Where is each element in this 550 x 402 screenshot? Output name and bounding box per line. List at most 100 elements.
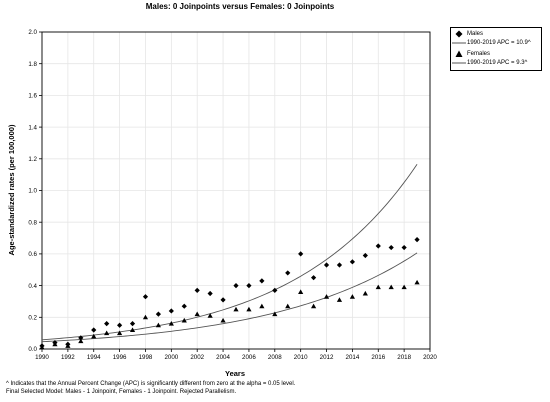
data-point-males [142, 294, 149, 300]
y-tick-label: 1.4 [28, 124, 37, 131]
triangle-marker-icon [451, 50, 467, 58]
legend-entry-males-trend: 1990-2019 APC = 10.9^ [451, 38, 541, 47]
diamond-marker-icon [451, 30, 467, 38]
legend: Males 1990-2019 APC = 10.9^ Females 1990… [450, 27, 542, 71]
x-tick-label: 2014 [346, 354, 360, 361]
data-point-females [375, 284, 381, 290]
trend-line-females [41, 252, 418, 343]
y-tick-label: 0.4 [28, 283, 37, 290]
legend-label-females-apc: 1990-2019 APC = 9.3^ [467, 59, 528, 66]
data-point-females [285, 303, 291, 309]
trend-line-males [41, 164, 418, 341]
line-marker-icon [451, 60, 467, 66]
data-point-males [246, 283, 252, 289]
data-point-males [362, 252, 368, 259]
data-point-males [336, 262, 343, 268]
legend-label-males-apc: 1990-2019 APC = 10.9^ [467, 39, 531, 46]
x-tick-label: 2006 [242, 354, 256, 361]
data-point-males [375, 243, 381, 249]
data-point-males [78, 335, 84, 341]
data-point-females [362, 290, 368, 296]
data-point-males [401, 244, 407, 251]
data-point-males [220, 297, 226, 303]
line-marker-icon [451, 40, 467, 46]
data-point-males [323, 262, 330, 268]
x-tick-label: 2004 [216, 354, 230, 361]
data-point-females [194, 311, 200, 317]
data-point-females [168, 321, 174, 326]
y-tick-label: 1.0 [28, 188, 37, 195]
data-point-females [246, 306, 252, 312]
data-point-females [336, 297, 343, 302]
data-point-males [155, 311, 161, 317]
data-point-males [349, 259, 355, 265]
x-tick-label: 1994 [87, 354, 101, 361]
data-point-males [194, 287, 200, 293]
data-point-females [52, 341, 58, 347]
legend-label-females: Females [467, 50, 491, 57]
data-point-females [155, 322, 161, 328]
plot-frame [41, 31, 431, 350]
data-point-females [129, 327, 136, 332]
y-tick-label: 0.2 [28, 315, 37, 322]
y-tick-label: 0.8 [28, 219, 37, 226]
data-point-males [311, 275, 317, 281]
x-tick-label: 1996 [113, 354, 127, 361]
data-point-females [39, 344, 45, 350]
data-point-males [414, 237, 420, 243]
data-point-females [401, 284, 407, 290]
y-axis-title: Age-standardized rates (per 100,000) [7, 124, 16, 255]
legend-entry-females: Females [451, 49, 541, 58]
x-tick-label: 2008 [268, 354, 282, 361]
data-point-males [91, 327, 97, 333]
data-point-males [168, 308, 174, 314]
x-tick-label: 1992 [61, 354, 75, 361]
data-point-males [298, 251, 304, 257]
data-point-males [104, 321, 110, 327]
legend-entry-females-trend: 1990-2019 APC = 9.3^ [451, 58, 541, 67]
data-point-females [323, 294, 330, 299]
x-tick-label: 2016 [371, 354, 385, 361]
x-axis-title: Years [225, 369, 245, 378]
legend-entry-males: Males [451, 29, 541, 38]
data-point-females [181, 317, 187, 323]
legend-label-males: Males [467, 30, 484, 37]
x-tick-label: 2012 [320, 354, 334, 361]
data-point-females [207, 313, 213, 318]
data-point-females [104, 330, 110, 336]
data-point-males [285, 270, 291, 276]
data-point-females [65, 343, 71, 348]
x-tick-label: 2018 [397, 354, 411, 361]
data-point-females [233, 306, 239, 312]
data-point-females [311, 303, 317, 309]
x-tick-label: 2002 [190, 354, 204, 361]
footnote-model: Final Selected Model: Males - 1 Joinpoin… [6, 389, 237, 395]
data-point-males [388, 244, 394, 251]
data-point-females [142, 314, 149, 320]
data-point-females [298, 289, 304, 294]
data-point-females [272, 311, 278, 317]
data-point-males [181, 303, 187, 309]
footnote-apc: ^ Indicates that the Annual Percent Chan… [6, 381, 296, 387]
x-tick-label: 2010 [294, 354, 308, 361]
data-point-males [259, 278, 265, 284]
x-tick-label: 1998 [139, 354, 153, 361]
footnotes: ^ Indicates that the Annual Percent Chan… [6, 380, 295, 396]
y-tick-label: 2.0 [28, 29, 37, 36]
data-point-females [117, 330, 123, 336]
data-point-females [91, 333, 97, 339]
chart-title: Males: 0 Joinpoints versus Females: 0 Jo… [145, 2, 335, 11]
data-point-males [117, 322, 123, 328]
data-point-males [233, 283, 239, 289]
data-point-females [78, 338, 84, 344]
data-point-females [388, 284, 394, 290]
y-tick-label: 1.6 [28, 93, 37, 100]
data-point-males [272, 287, 278, 293]
y-tick-label: 0.0 [28, 346, 37, 353]
data-point-females [349, 294, 355, 299]
data-point-males [207, 290, 213, 297]
y-tick-label: 0.6 [28, 251, 37, 258]
x-tick-label: 2020 [423, 354, 437, 361]
x-tick-label: 2000 [164, 354, 178, 361]
